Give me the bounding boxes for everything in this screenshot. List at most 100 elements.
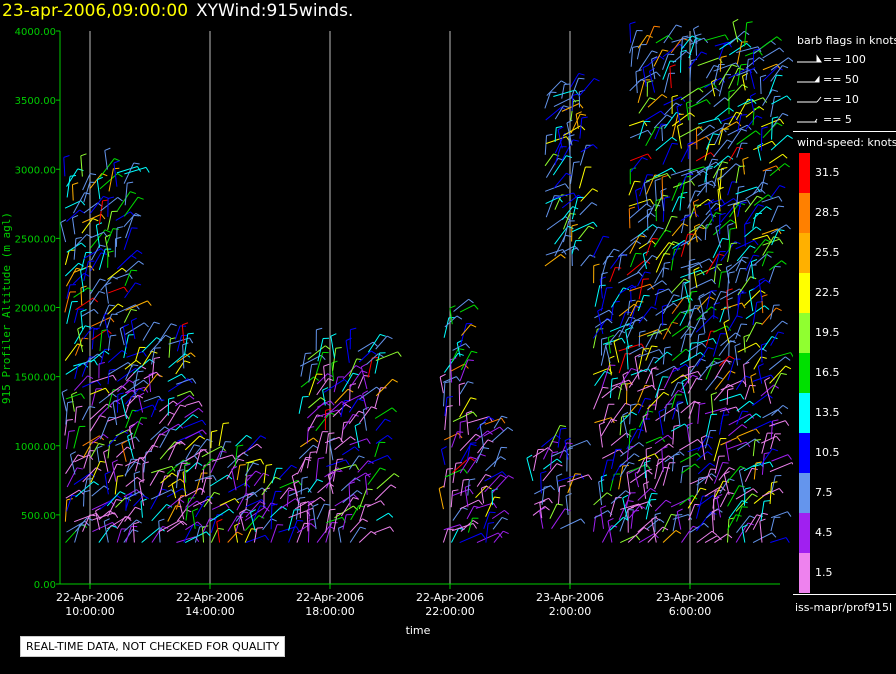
wind-barb bbox=[123, 213, 137, 228]
wind-barb-flag bbox=[722, 461, 729, 464]
barb-flag-icons bbox=[797, 54, 822, 123]
wind-barb bbox=[736, 46, 759, 54]
wind-barb bbox=[736, 142, 742, 158]
wind-barb bbox=[107, 350, 123, 363]
wind-barb bbox=[570, 73, 580, 88]
wind-barb-flag bbox=[103, 448, 110, 453]
wind-barb-flag bbox=[746, 441, 751, 448]
wind-barb-flag bbox=[205, 531, 211, 537]
wind-barb bbox=[655, 136, 673, 151]
wind-barb-flag bbox=[608, 334, 615, 338]
wind-barb bbox=[680, 233, 689, 257]
wind-barb bbox=[175, 414, 194, 431]
wind-barb bbox=[752, 512, 763, 530]
wind-barb bbox=[80, 311, 84, 330]
wind-barb-flag bbox=[762, 97, 767, 103]
wind-barb bbox=[654, 389, 659, 411]
wind-barb bbox=[637, 271, 646, 287]
wind-barb bbox=[234, 446, 238, 467]
wind-barb-flag bbox=[729, 340, 736, 343]
wind-barb-flag bbox=[348, 481, 355, 485]
wind-barb-flag bbox=[556, 458, 563, 464]
wind-barb-flag bbox=[753, 107, 761, 110]
wind-barb bbox=[714, 107, 730, 120]
wind-barb bbox=[125, 260, 139, 273]
wind-barb bbox=[201, 458, 213, 471]
wind-barb-flag bbox=[99, 244, 106, 248]
wind-barb bbox=[744, 347, 762, 365]
wind-barb-flag bbox=[501, 471, 507, 477]
wind-barb-flag bbox=[671, 136, 677, 142]
wind-barb bbox=[492, 517, 503, 530]
wind-barb bbox=[176, 378, 193, 385]
wind-barb-flag bbox=[387, 455, 392, 461]
wind-barb bbox=[124, 396, 132, 415]
wind-barb-flag bbox=[162, 525, 169, 529]
wind-barb bbox=[452, 411, 474, 423]
wind-barb-flag bbox=[759, 518, 766, 522]
wind-barb-flag bbox=[500, 456, 506, 461]
wind-barb-flag bbox=[767, 251, 774, 253]
wind-barb-flag bbox=[753, 254, 760, 257]
wind-barb-flag bbox=[564, 183, 570, 189]
wind-barb bbox=[83, 248, 102, 260]
wind-barb bbox=[660, 190, 665, 212]
wind-barb bbox=[278, 526, 297, 533]
wind-barb-flag bbox=[678, 390, 685, 394]
wind-barb-flag bbox=[635, 69, 642, 73]
wind-barb-flag bbox=[658, 55, 665, 60]
wind-barb bbox=[745, 264, 752, 282]
wind-barb bbox=[597, 310, 604, 335]
wind-barb-flag bbox=[258, 515, 265, 519]
wind-barb bbox=[712, 139, 728, 158]
wind-barb bbox=[769, 420, 786, 427]
wind-barb-flag bbox=[726, 139, 733, 143]
wind-barb bbox=[645, 436, 662, 444]
wind-barb bbox=[459, 456, 471, 474]
wind-barb bbox=[752, 181, 763, 195]
wind-barb bbox=[579, 118, 583, 139]
wind-barb-flag bbox=[639, 330, 646, 333]
wind-barb bbox=[443, 382, 446, 407]
wind-barb bbox=[349, 526, 361, 543]
wind-barb bbox=[630, 501, 649, 509]
wind-barb-flag bbox=[134, 471, 141, 474]
wind-barb bbox=[367, 334, 381, 353]
wind-barb bbox=[727, 519, 730, 543]
wind-barb-flag bbox=[754, 438, 761, 441]
wind-barb-flag bbox=[480, 532, 486, 539]
wind-barb bbox=[316, 409, 338, 418]
wind-barb bbox=[609, 267, 616, 283]
wind-barb bbox=[627, 300, 631, 316]
wind-barb-flag bbox=[735, 62, 740, 69]
wind-barb-flag bbox=[136, 476, 143, 482]
wind-barb-flag bbox=[664, 261, 671, 264]
wind-barb bbox=[626, 347, 629, 370]
wind-barb bbox=[92, 521, 113, 533]
wind-barb bbox=[308, 364, 313, 383]
wind-barb-flag bbox=[738, 485, 745, 488]
wind-barb-flag bbox=[328, 432, 335, 435]
wind-barb bbox=[90, 461, 101, 483]
wind-barb-flag bbox=[198, 401, 203, 407]
wind-barb bbox=[622, 374, 628, 391]
wind-barb bbox=[696, 87, 716, 104]
wind-barb bbox=[704, 127, 723, 138]
wind-barb bbox=[663, 390, 679, 409]
wind-barb bbox=[125, 300, 148, 311]
wind-barb-flag bbox=[755, 130, 761, 135]
wind-barb bbox=[359, 406, 372, 424]
wind-barb bbox=[619, 411, 632, 424]
wind-barb bbox=[564, 440, 569, 460]
wind-barb-flag bbox=[212, 475, 217, 481]
wind-barb-flag bbox=[622, 371, 629, 376]
wind-barb-flag bbox=[743, 30, 750, 36]
wind-barb bbox=[91, 317, 111, 327]
wind-barb bbox=[252, 505, 261, 522]
wind-barb-flag bbox=[544, 485, 551, 488]
wind-barb bbox=[541, 434, 557, 448]
wind-barb-flag bbox=[778, 196, 783, 202]
wind-barb bbox=[602, 449, 620, 459]
wind-barb-flag bbox=[781, 260, 787, 265]
wind-barb bbox=[736, 438, 756, 451]
